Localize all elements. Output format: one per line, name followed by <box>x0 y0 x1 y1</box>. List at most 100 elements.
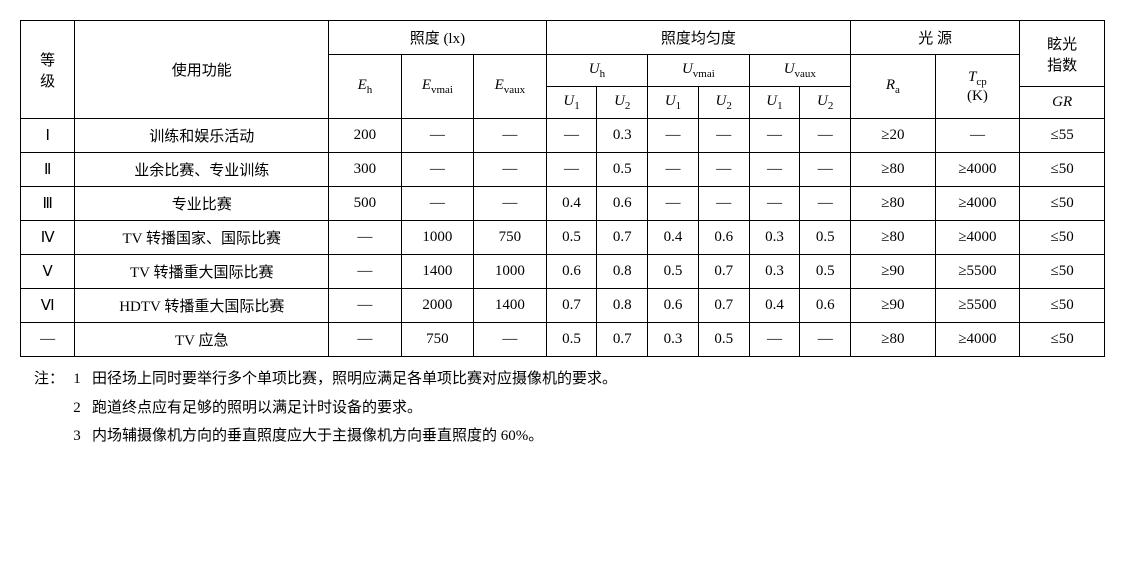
col-Tcp: Tcp(K) <box>935 55 1020 119</box>
cell-Ra: ≥90 <box>851 289 936 323</box>
cell-Uv2: — <box>698 119 749 153</box>
col-Uh-U2: U2 <box>597 87 648 119</box>
table-row: Ⅱ业余比赛、专业训练300———0.5————≥80≥4000≤50 <box>21 153 1105 187</box>
cell-Evmai: 1400 <box>401 255 474 289</box>
cell-Evmai: 2000 <box>401 289 474 323</box>
cell-lvl: Ⅵ <box>21 289 75 323</box>
cell-Evaux: — <box>474 119 547 153</box>
col-Evaux: Evaux <box>474 55 547 119</box>
col-Uvaux: Uvaux <box>749 55 850 87</box>
cell-Uh1: — <box>546 119 597 153</box>
cell-Ra: ≥80 <box>851 323 936 357</box>
cell-Ra: ≥80 <box>851 153 936 187</box>
standards-table: 等级 使用功能 照度 (lx) 照度均匀度 光 源 眩光指数 Eh Evmai … <box>20 20 1105 357</box>
cell-Evaux: 1400 <box>474 289 547 323</box>
cell-Evmai: — <box>401 153 474 187</box>
cell-Uv1: 0.3 <box>648 323 699 357</box>
cell-Ux1: 0.3 <box>749 255 800 289</box>
table-row: ⅤTV 转播重大国际比赛—140010000.60.80.50.70.30.5≥… <box>21 255 1105 289</box>
cell-Uv1: 0.4 <box>648 221 699 255</box>
col-level: 等级 <box>21 21 75 119</box>
cell-Evaux: — <box>474 323 547 357</box>
col-Ra: Ra <box>851 55 936 119</box>
cell-Uh2: 0.7 <box>597 323 648 357</box>
cell-Evaux: — <box>474 187 547 221</box>
cell-Eh: — <box>329 323 402 357</box>
cell-GR: ≤50 <box>1020 255 1105 289</box>
cell-Uh1: — <box>546 153 597 187</box>
cell-Ux1: — <box>749 323 800 357</box>
cell-fn: 训练和娱乐活动 <box>75 119 329 153</box>
cell-fn: TV 转播重大国际比赛 <box>75 255 329 289</box>
cell-Uv1: — <box>648 187 699 221</box>
col-Eh: Eh <box>329 55 402 119</box>
col-Uh-U1: U1 <box>546 87 597 119</box>
cell-Ux1: — <box>749 119 800 153</box>
cell-Ra: ≥80 <box>851 221 936 255</box>
cell-lvl: Ⅴ <box>21 255 75 289</box>
cell-Uv2: — <box>698 187 749 221</box>
cell-Tcp: ≥5500 <box>935 289 1020 323</box>
cell-Ra: ≥20 <box>851 119 936 153</box>
cell-lvl: Ⅰ <box>21 119 75 153</box>
note-text: 田径场上同时要举行多个单项比赛，照明应满足各单项比赛对应摄像机的要求。 <box>86 365 1105 394</box>
cell-Uh1: 0.7 <box>546 289 597 323</box>
col-Uvmai-U2: U2 <box>698 87 749 119</box>
cell-Ra: ≥80 <box>851 187 936 221</box>
cell-Ux1: — <box>749 153 800 187</box>
cell-Tcp: ≥5500 <box>935 255 1020 289</box>
cell-Tcp: ≥4000 <box>935 221 1020 255</box>
cell-Evmai: 750 <box>401 323 474 357</box>
col-Uvaux-U1: U1 <box>749 87 800 119</box>
cell-Ux2: — <box>800 323 851 357</box>
cell-Tcp: ≥4000 <box>935 153 1020 187</box>
col-light-source: 光 源 <box>851 21 1020 55</box>
cell-Uh1: 0.5 <box>546 323 597 357</box>
col-glare: 眩光指数 <box>1020 21 1105 87</box>
cell-Uh1: 0.6 <box>546 255 597 289</box>
col-function: 使用功能 <box>75 21 329 119</box>
table-row: ⅣTV 转播国家、国际比赛—10007500.50.70.40.60.30.5≥… <box>21 221 1105 255</box>
col-Evmai: Evmai <box>401 55 474 119</box>
table-row: Ⅰ训练和娱乐活动200———0.3————≥20—≤55 <box>21 119 1105 153</box>
cell-Uv1: 0.6 <box>648 289 699 323</box>
col-Uvmai-U1: U1 <box>648 87 699 119</box>
table-row: Ⅲ专业比赛500——0.40.6————≥80≥4000≤50 <box>21 187 1105 221</box>
note-label <box>20 394 68 423</box>
note-text: 内场辅摄像机方向的垂直照度应大于主摄像机方向垂直照度的 60%。 <box>86 422 1105 451</box>
cell-Eh: — <box>329 255 402 289</box>
cell-Uh2: 0.3 <box>597 119 648 153</box>
cell-Ux2: — <box>800 119 851 153</box>
cell-GR: ≤50 <box>1020 289 1105 323</box>
cell-Uv2: 0.7 <box>698 255 749 289</box>
cell-Uh1: 0.5 <box>546 221 597 255</box>
note-text: 跑道终点应有足够的照明以满足计时设备的要求。 <box>86 394 1105 423</box>
note-row: 3内场辅摄像机方向的垂直照度应大于主摄像机方向垂直照度的 60%。 <box>20 422 1105 451</box>
col-uniformity: 照度均匀度 <box>546 21 850 55</box>
cell-Uh2: 0.6 <box>597 187 648 221</box>
cell-Uh2: 0.8 <box>597 255 648 289</box>
cell-Uv2: 0.7 <box>698 289 749 323</box>
cell-Ux1: — <box>749 187 800 221</box>
cell-fn: HDTV 转播重大国际比赛 <box>75 289 329 323</box>
note-row: 2跑道终点应有足够的照明以满足计时设备的要求。 <box>20 394 1105 423</box>
note-label: 注： <box>20 365 68 394</box>
cell-Ux2: — <box>800 187 851 221</box>
col-Uvaux-U2: U2 <box>800 87 851 119</box>
col-Uh: Uh <box>546 55 647 87</box>
cell-fn: 专业比赛 <box>75 187 329 221</box>
note-number: 3 <box>68 422 86 451</box>
cell-fn: 业余比赛、专业训练 <box>75 153 329 187</box>
col-Uvmai: Uvmai <box>648 55 749 87</box>
cell-fn: TV 转播国家、国际比赛 <box>75 221 329 255</box>
cell-Tcp: ≥4000 <box>935 323 1020 357</box>
cell-Tcp: — <box>935 119 1020 153</box>
cell-GR: ≤50 <box>1020 221 1105 255</box>
cell-Evaux: 750 <box>474 221 547 255</box>
cell-Uv2: — <box>698 153 749 187</box>
cell-GR: ≤50 <box>1020 187 1105 221</box>
cell-Evmai: 1000 <box>401 221 474 255</box>
note-number: 1 <box>68 365 86 394</box>
cell-Ra: ≥90 <box>851 255 936 289</box>
note-number: 2 <box>68 394 86 423</box>
